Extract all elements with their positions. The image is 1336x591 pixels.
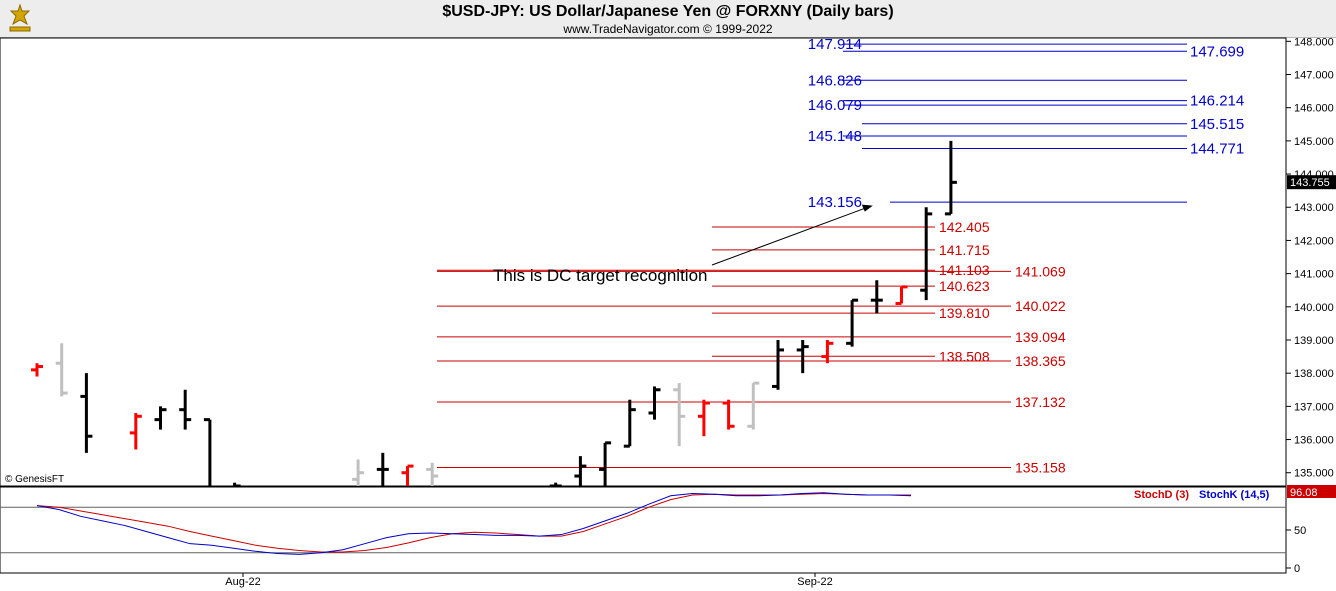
- level-label: 145.515: [1190, 116, 1244, 133]
- ohlc-bar: [80, 373, 93, 453]
- chart-header: $USD-JPY: US Dollar/Japanese Yen @ FORXN…: [0, 0, 1336, 38]
- price-axis-tick-label: 138.000: [1294, 368, 1334, 380]
- ohlc-bar: [895, 285, 908, 305]
- level-label: 144.771: [1190, 140, 1244, 157]
- price-axis-tick-label: 145.000: [1294, 136, 1334, 148]
- stochastic-last-value-badge: [1287, 485, 1336, 498]
- price-axis-tick-label: 135.000: [1294, 468, 1334, 480]
- ohlc-bar: [747, 381, 760, 430]
- ohlc-bar: [129, 412, 142, 450]
- ohlc-bar: [772, 339, 784, 390]
- price-axis-tick-label: 142.000: [1294, 235, 1334, 247]
- price-axis-tick-label: 148.000: [1294, 36, 1334, 48]
- price-panel-frame: [0, 37, 1287, 487]
- ohlc-bar: [233, 482, 241, 486]
- level-label: 138.365: [1015, 353, 1066, 369]
- ohlc-bar: [574, 456, 587, 486]
- genesis-logo-icon: [4, 2, 36, 39]
- price-axis-tick-label: 139.000: [1294, 335, 1334, 347]
- level-label: 140.623: [939, 278, 990, 294]
- copyright-label: © GenesisFT: [5, 474, 65, 485]
- price-axis-tick-label: 147.000: [1294, 70, 1334, 82]
- level-label: 145.148: [808, 128, 862, 145]
- price-axis-tick-label: 136.000: [1294, 435, 1334, 447]
- chart-title: $USD-JPY: US Dollar/Japanese Yen @ FORXN…: [442, 3, 894, 20]
- ohlc-bar: [796, 339, 809, 374]
- level-label: 140.022: [1015, 298, 1066, 314]
- price-axis-tick-label: 141.000: [1294, 269, 1334, 281]
- ohlc-bars: [31, 140, 957, 486]
- level-label: 137.132: [1015, 394, 1066, 410]
- level-label: 135.158: [1015, 459, 1066, 475]
- stochastic-series-line: [36, 493, 911, 553]
- level-label: 142.405: [939, 219, 990, 235]
- level-label: 139.810: [939, 305, 990, 321]
- level-label: 139.094: [1015, 329, 1066, 345]
- stochastic-series-line: [36, 492, 912, 555]
- last-price-label: 143.755: [1290, 177, 1330, 189]
- ohlc-bar: [426, 462, 439, 486]
- stochastic-axis-tick-label: 0: [1294, 563, 1300, 575]
- level-label: 141.103: [939, 262, 990, 278]
- ohlc-bar: [870, 280, 883, 314]
- stochk-legend: StochK (14,5): [1199, 489, 1270, 501]
- chart-subtitle: www.TradeNavigator.com © 1999-2022: [563, 22, 773, 36]
- ohlc-bar: [722, 399, 735, 430]
- price-axis-tick-label: 137.000: [1294, 401, 1334, 413]
- ohlc-bar: [648, 386, 661, 420]
- annotation-arrow-line: [711, 207, 867, 266]
- annotation-text: This is DC target recognition: [493, 266, 707, 285]
- ohlc-bar: [846, 298, 859, 347]
- level-label: 146.079: [808, 97, 862, 114]
- ohlc-bar: [154, 406, 167, 430]
- ohlc-bar: [401, 464, 414, 486]
- ohlc-bar: [55, 343, 68, 397]
- ohlc-bar: [352, 459, 365, 486]
- ohlc-bar: [599, 441, 612, 486]
- ohlc-bar: [944, 140, 957, 216]
- price-axis-tick-label: 146.000: [1294, 103, 1334, 115]
- ohlc-bar: [673, 383, 686, 447]
- date-axis-tick-label: Aug-22: [225, 576, 260, 588]
- stochastic-last-value-label: 96.08: [1290, 487, 1318, 499]
- annotation-arrow-head: [861, 204, 873, 212]
- level-label: 138.508: [939, 348, 990, 364]
- level-label: 143.156: [808, 194, 862, 211]
- stochd-legend: StochD (3): [1134, 489, 1189, 501]
- ohlc-bar: [697, 399, 710, 437]
- ohlc-bar: [920, 207, 933, 301]
- ohlc-bar: [31, 363, 43, 377]
- price-axis-tick-label: 140.000: [1294, 302, 1334, 314]
- ohlc-bar: [203, 418, 212, 486]
- level-label: 147.914: [808, 36, 862, 53]
- level-label: 147.699: [1190, 43, 1244, 60]
- level-label: 141.715: [939, 242, 990, 258]
- last-price-badge: [1287, 175, 1336, 190]
- date-axis-tick-label: Sep-22: [797, 576, 832, 588]
- ohlc-bar: [179, 389, 192, 430]
- level-label: 146.826: [808, 72, 862, 89]
- ohlc-bar: [821, 339, 834, 364]
- ohlc-bar: [376, 452, 389, 486]
- ohlc-bar: [623, 399, 636, 448]
- stochastic-panel-frame: [0, 486, 1287, 574]
- ohlc-bar: [549, 482, 562, 486]
- level-label: 141.069: [1015, 263, 1066, 279]
- stochastic-axis-tick-label: 50: [1294, 525, 1306, 537]
- level-label: 146.214: [1190, 93, 1244, 110]
- price-axis-tick-label: 143.000: [1294, 202, 1334, 214]
